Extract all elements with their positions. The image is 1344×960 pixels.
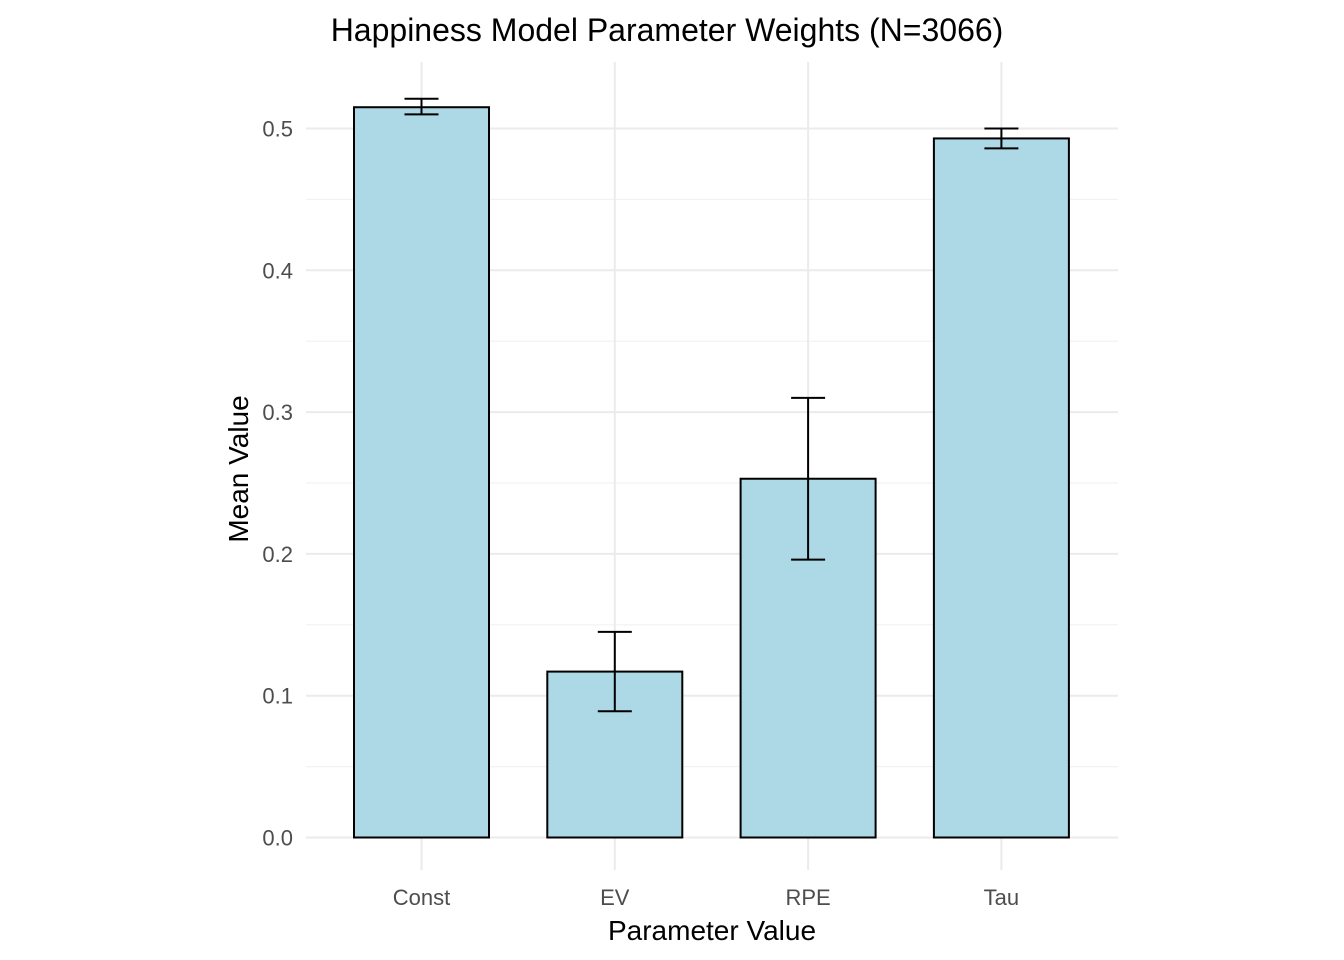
- x-tick-label-rpe: RPE: [785, 885, 830, 910]
- bar-tau: [932, 137, 1070, 839]
- y-tick-label: 0.4: [262, 258, 293, 283]
- x-tick-label-tau: Tau: [984, 885, 1019, 910]
- x-tick-label-const: Const: [393, 885, 450, 910]
- y-tick-label: 0.3: [262, 400, 293, 425]
- y-tick-label: 0.5: [262, 117, 293, 142]
- chart-title: Happiness Model Parameter Weights (N=306…: [331, 12, 1004, 48]
- y-tick-label: 0.0: [262, 826, 293, 851]
- y-tick-label: 0.1: [262, 684, 293, 709]
- error-bar-const: [404, 97, 439, 116]
- y-tick-label: 0.2: [262, 542, 293, 567]
- bars: [353, 106, 1070, 839]
- y-axis-tick-labels: 0.0 0.1 0.2 0.3 0.4 0.5: [262, 117, 293, 851]
- y-axis-title: Mean Value: [223, 395, 254, 542]
- error-bars: [404, 97, 1019, 713]
- error-bar-ev: [597, 630, 632, 713]
- error-bar-tau: [984, 127, 1019, 150]
- x-tick-label-ev: EV: [600, 885, 630, 910]
- x-axis-title: Parameter Value: [608, 915, 816, 946]
- bar-const: [353, 106, 490, 839]
- error-bar-rpe: [791, 396, 826, 561]
- x-axis-tick-labels: Const EV RPE Tau: [393, 885, 1019, 910]
